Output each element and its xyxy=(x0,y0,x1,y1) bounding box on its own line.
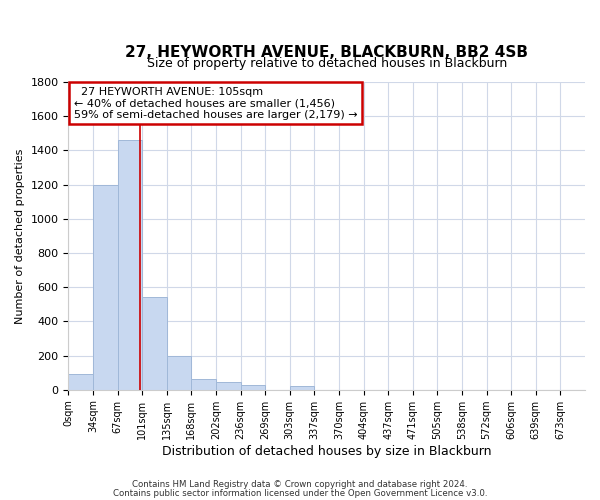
Bar xyxy=(241,384,265,390)
Bar xyxy=(142,298,167,390)
Text: Size of property relative to detached houses in Blackburn: Size of property relative to detached ho… xyxy=(146,56,507,70)
Bar xyxy=(118,140,142,390)
Bar xyxy=(68,374,93,390)
Y-axis label: Number of detached properties: Number of detached properties xyxy=(15,148,25,324)
Bar xyxy=(191,378,216,390)
Bar xyxy=(93,184,118,390)
Bar xyxy=(167,356,191,390)
Text: Contains HM Land Registry data © Crown copyright and database right 2024.: Contains HM Land Registry data © Crown c… xyxy=(132,480,468,489)
Title: 27, HEYWORTH AVENUE, BLACKBURN, BB2 4SB: 27, HEYWORTH AVENUE, BLACKBURN, BB2 4SB xyxy=(125,45,528,60)
Text: Contains public sector information licensed under the Open Government Licence v3: Contains public sector information licen… xyxy=(113,490,487,498)
X-axis label: Distribution of detached houses by size in Blackburn: Distribution of detached houses by size … xyxy=(162,444,491,458)
Text: 27 HEYWORTH AVENUE: 105sqm
← 40% of detached houses are smaller (1,456)
59% of s: 27 HEYWORTH AVENUE: 105sqm ← 40% of deta… xyxy=(74,86,357,120)
Bar xyxy=(290,386,314,390)
Bar xyxy=(216,382,241,390)
